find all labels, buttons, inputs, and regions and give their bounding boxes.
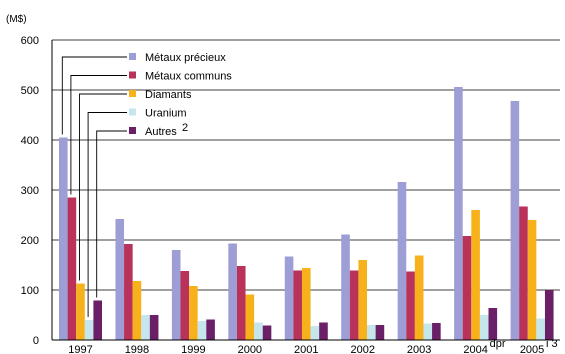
legend-label: Métaux précieux bbox=[145, 52, 226, 64]
x-tick-label: 2001 bbox=[294, 344, 318, 354]
x-tick-label: 1997 bbox=[68, 344, 92, 354]
axes bbox=[51, 40, 560, 341]
bar bbox=[375, 325, 385, 340]
bar bbox=[245, 294, 255, 340]
legend-label-superscript: 2 bbox=[182, 122, 188, 134]
bar bbox=[84, 320, 94, 340]
bars bbox=[59, 87, 554, 340]
legend-label: Diamants bbox=[145, 89, 192, 101]
legend-swatch bbox=[129, 127, 136, 134]
x-tick-note: i 3 bbox=[546, 338, 558, 350]
x-tick-label: 1998 bbox=[125, 344, 149, 354]
bar bbox=[536, 318, 545, 340]
x-tick-labels: 1997 1998 1999 2000 2001 2002 2003 2004 dpr 2005 i… bbox=[68, 338, 557, 354]
bar bbox=[293, 270, 302, 340]
bar bbox=[236, 266, 246, 340]
bar bbox=[197, 321, 207, 340]
bar bbox=[488, 308, 498, 340]
bar bbox=[519, 206, 528, 340]
legend-swatch bbox=[129, 90, 136, 97]
legend-label: Métaux communs bbox=[145, 71, 232, 83]
y-tick-labels: 0 100 200 300 400 500 600 bbox=[21, 35, 39, 347]
bar bbox=[341, 234, 350, 340]
y-tick-label: 400 bbox=[21, 135, 39, 147]
bar bbox=[59, 137, 68, 340]
bar bbox=[171, 250, 181, 340]
bar bbox=[141, 315, 150, 340]
x-tick-label: 2000 bbox=[238, 344, 262, 354]
bar bbox=[206, 319, 215, 340]
legend-swatch bbox=[129, 71, 136, 79]
bar bbox=[67, 197, 77, 340]
x-tick-label: 2005 bbox=[520, 344, 544, 354]
bar bbox=[367, 325, 376, 340]
legend-leader-line bbox=[87, 112, 127, 317]
y-tick-label: 100 bbox=[21, 285, 39, 297]
y-tick-label: 0 bbox=[33, 335, 39, 347]
bar bbox=[510, 101, 520, 340]
y-tick-label: 500 bbox=[21, 85, 39, 97]
bar bbox=[414, 255, 424, 340]
bar bbox=[228, 243, 237, 340]
bar bbox=[310, 326, 320, 340]
x-tick-note: dpr bbox=[490, 338, 506, 350]
bar bbox=[423, 323, 433, 340]
bar bbox=[115, 219, 125, 340]
bar bbox=[349, 270, 359, 340]
y-tick-label: 300 bbox=[21, 185, 39, 197]
bar bbox=[319, 322, 328, 340]
bar bbox=[180, 271, 190, 340]
legend-leader-line bbox=[96, 130, 127, 298]
bar bbox=[454, 87, 463, 340]
bar bbox=[406, 271, 415, 340]
legend-leader-line bbox=[79, 93, 127, 281]
bar bbox=[262, 325, 272, 340]
bar bbox=[93, 300, 102, 340]
bar bbox=[284, 256, 294, 340]
bar bbox=[527, 220, 537, 340]
legend-swatch bbox=[129, 53, 136, 60]
x-tick-label: 2003 bbox=[407, 344, 431, 354]
bar bbox=[471, 210, 480, 340]
bar bbox=[397, 182, 407, 340]
legend-swatch bbox=[129, 108, 136, 116]
y-tick-label: 600 bbox=[21, 35, 39, 47]
legend-label: Autres bbox=[145, 126, 177, 138]
x-tick-label: 2002 bbox=[350, 344, 374, 354]
legend-leader-line bbox=[61, 56, 127, 135]
bar bbox=[254, 322, 263, 340]
bar bbox=[432, 323, 441, 340]
x-tick-label: 1999 bbox=[181, 344, 205, 354]
bar bbox=[132, 281, 142, 340]
bar bbox=[479, 315, 489, 340]
y-tick-label: 200 bbox=[21, 235, 39, 247]
bar bbox=[76, 283, 85, 340]
bar bbox=[301, 268, 311, 340]
legend: Métaux précieux Métaux communs Diamants Ura… bbox=[61, 52, 232, 317]
bar bbox=[124, 244, 133, 340]
legend-leader-line bbox=[70, 75, 127, 195]
bar bbox=[544, 290, 554, 340]
bar bbox=[149, 315, 159, 340]
legend-label: Uranium bbox=[145, 108, 187, 120]
bar bbox=[189, 286, 198, 340]
bar bbox=[358, 260, 368, 340]
bar bbox=[462, 236, 472, 340]
x-tick-label: 2004 bbox=[463, 344, 487, 354]
y-axis-unit-label: (M$) bbox=[6, 14, 27, 25]
